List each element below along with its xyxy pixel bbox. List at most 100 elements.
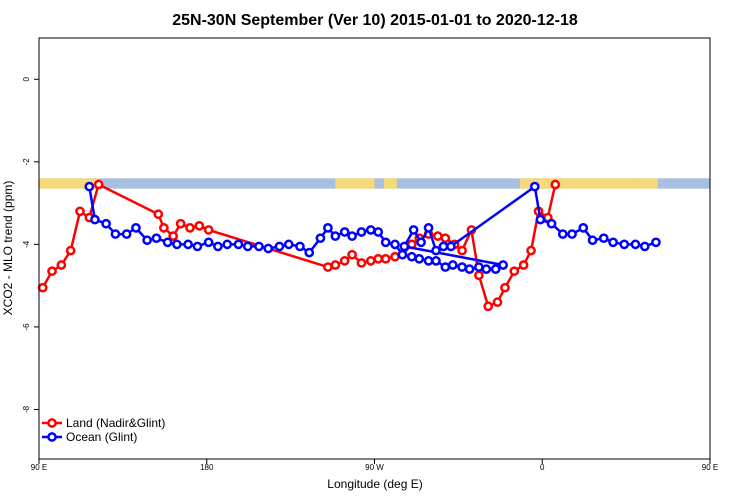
data-point: [546, 218, 557, 229]
data-point: [194, 220, 205, 231]
data-point: [75, 206, 85, 217]
data-point: [153, 209, 164, 220]
data-point: [242, 241, 253, 252]
plot-frame: [38, 37, 711, 460]
data-point: [356, 227, 367, 237]
data-point: [330, 260, 341, 270]
data-point: [440, 262, 451, 272]
data-point: [295, 241, 305, 252]
data-point: [37, 282, 48, 293]
data-point: [274, 241, 285, 252]
data-point: [323, 262, 333, 272]
data-point: [203, 225, 214, 235]
y-tick-label: 0: [22, 77, 31, 82]
y-axis-label: XCO2 - MLO trend (ppm): [1, 181, 15, 316]
data-point: [578, 223, 589, 233]
data-point: [84, 181, 95, 192]
data-point: [651, 237, 661, 248]
data-point: [168, 231, 179, 241]
data-point: [315, 233, 326, 244]
data-point: [483, 301, 494, 312]
data-point: [159, 223, 169, 233]
data-point: [162, 237, 173, 248]
data-point: [431, 245, 441, 256]
data-point: [365, 256, 376, 266]
data-point: [347, 249, 357, 260]
y-tick-label: -2: [22, 158, 31, 166]
data-point: [192, 241, 203, 252]
data-point: [110, 229, 121, 239]
data-point: [172, 239, 182, 250]
data-point: [550, 179, 561, 190]
data-point: [222, 239, 233, 250]
y-tick-label: -6: [22, 323, 31, 331]
data-point: [446, 241, 456, 252]
x-tick-label: 90 E: [31, 463, 47, 472]
data-point: [500, 282, 510, 293]
data-point: [474, 262, 484, 272]
data-point: [518, 260, 529, 270]
data-point: [498, 260, 508, 270]
land-ocean-strip: [39, 178, 710, 189]
data-point: [101, 218, 111, 229]
data-point: [557, 229, 568, 239]
data-point: [339, 256, 350, 266]
data-point: [639, 241, 650, 252]
data-point: [608, 237, 618, 248]
data-point: [490, 264, 501, 274]
data-point: [423, 223, 434, 233]
x-tick-label: 180: [200, 463, 214, 472]
data-point: [423, 256, 434, 266]
data-point: [408, 225, 419, 235]
x-axis: 90 E 180 90 W 0 90 E: [31, 459, 718, 472]
data-point: [339, 227, 350, 237]
legend-marker: [47, 432, 57, 442]
data-point: [390, 251, 400, 262]
data-point: [373, 227, 384, 237]
data-point: [203, 237, 214, 248]
data-point: [330, 231, 341, 241]
data-point: [183, 239, 193, 250]
data-point: [406, 251, 417, 262]
land-band: [383, 178, 397, 189]
data-point: [47, 266, 57, 277]
data-point: [131, 223, 141, 233]
data-point: [619, 239, 630, 250]
data-point: [347, 231, 357, 241]
data-point: [457, 245, 467, 256]
x-tick-label: 90 W: [365, 463, 384, 472]
land-band: [639, 178, 658, 189]
data-point: [151, 233, 162, 244]
data-point: [380, 253, 391, 264]
data-point: [254, 241, 264, 252]
land-band: [39, 178, 99, 189]
data-point: [526, 245, 536, 256]
data-point: [474, 270, 484, 281]
legend-label: Land (Nadir&Glint): [66, 416, 165, 430]
y-tick-label: -4: [22, 240, 31, 248]
data-point: [529, 181, 540, 192]
data-point: [481, 264, 492, 274]
land-band: [335, 178, 375, 189]
data-point: [598, 233, 609, 244]
data-point: [213, 241, 223, 252]
data-point: [142, 235, 152, 246]
data-point: [304, 247, 315, 258]
x-tick-label: 90 E: [702, 463, 718, 472]
data-point: [535, 214, 546, 225]
data-point: [447, 260, 458, 270]
data-point: [356, 258, 367, 268]
data-point: [433, 231, 443, 241]
data-point: [323, 223, 333, 233]
data-point: [587, 235, 598, 246]
data-point: [373, 253, 384, 264]
x-axis-label: Longitude (deg E): [327, 477, 422, 491]
data-point: [175, 218, 186, 229]
y-tick-label: -8: [22, 405, 31, 413]
data-point: [630, 239, 641, 250]
data-point: [457, 262, 467, 272]
data-point: [399, 241, 410, 252]
legend-label: Ocean (Glint): [66, 430, 137, 444]
data-point: [185, 223, 195, 233]
chart-title: 25N-30N September (Ver 10) 2015-01-01 to…: [172, 12, 578, 29]
